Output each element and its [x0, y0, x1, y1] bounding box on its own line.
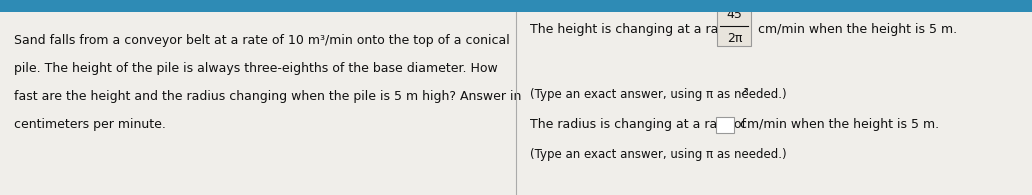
- Text: 45: 45: [727, 7, 742, 20]
- Text: (Type an exact answer, using π as needed.): (Type an exact answer, using π as needed…: [530, 88, 786, 101]
- Text: cm/min when the height is 5 m.: cm/min when the height is 5 m.: [737, 118, 939, 131]
- Text: cm/min when the height is 5 m.: cm/min when the height is 5 m.: [754, 24, 958, 36]
- Text: Sand falls from a conveyor belt at a rate of 10 m³/min onto the top of a conical: Sand falls from a conveyor belt at a rat…: [14, 34, 510, 47]
- Bar: [0, 0, 1032, 12]
- Text: centimeters per minute.: centimeters per minute.: [14, 118, 166, 131]
- Text: 2π: 2π: [727, 32, 742, 44]
- Text: The radius is changing at a rate of: The radius is changing at a rate of: [530, 118, 750, 131]
- Text: (Type an exact answer, using π as needed.): (Type an exact answer, using π as needed…: [530, 148, 786, 161]
- Bar: [717, 2, 751, 46]
- Text: ↗: ↗: [740, 88, 749, 98]
- Text: fast are the height and the radius changing when the pile is 5 m high? Answer in: fast are the height and the radius chang…: [14, 90, 521, 103]
- Text: The height is changing at a rate of: The height is changing at a rate of: [530, 24, 751, 36]
- Text: pile. The height of the pile is always three-eighths of the base diameter. How: pile. The height of the pile is always t…: [14, 62, 497, 75]
- Bar: [716, 117, 735, 133]
